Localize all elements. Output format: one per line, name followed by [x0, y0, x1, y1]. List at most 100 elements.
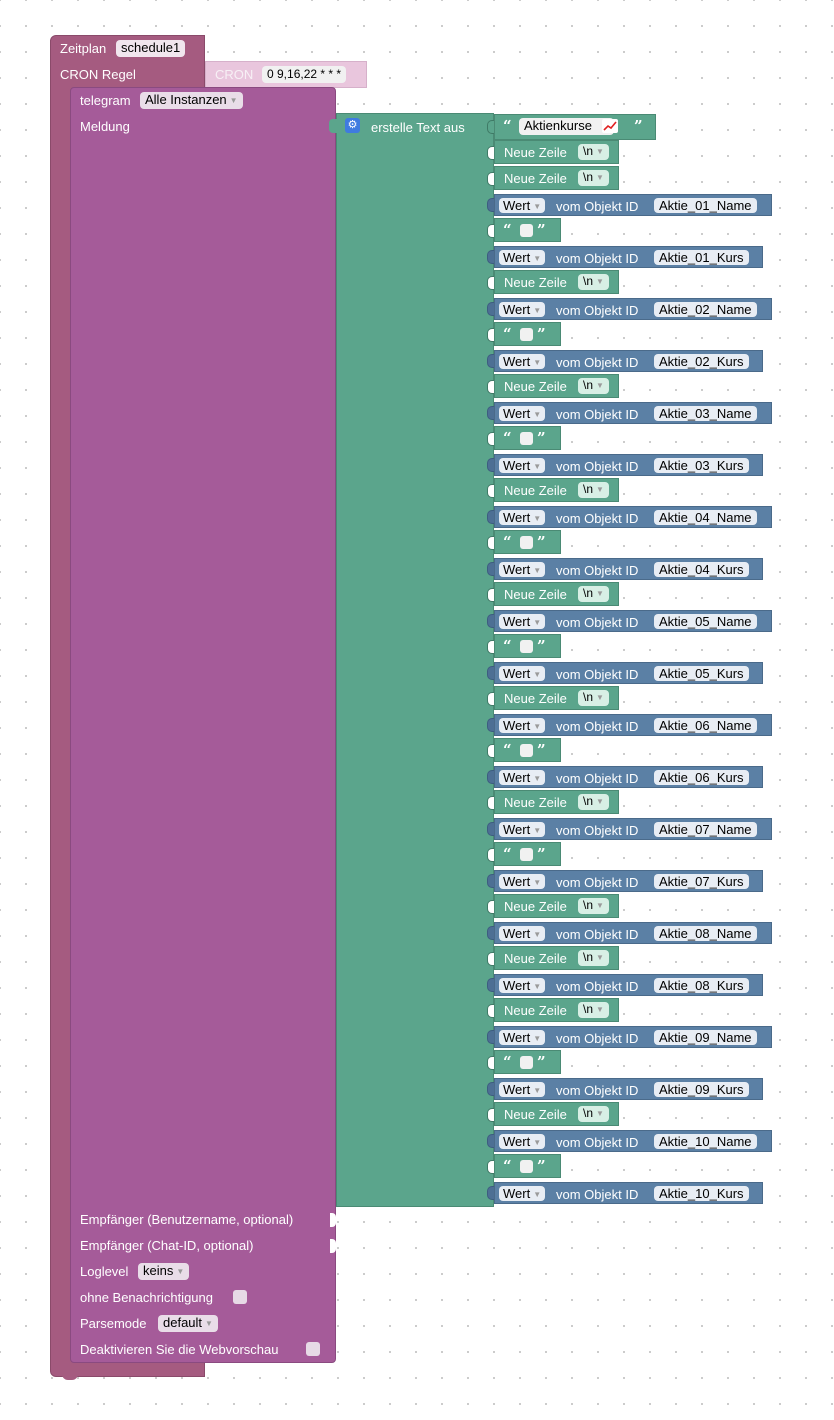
value-type-dropdown[interactable]: Wert ▼: [499, 1030, 546, 1045]
text-join-block[interactable]: [336, 113, 494, 1207]
newline-value: \n: [583, 950, 594, 964]
object-id-field[interactable]: Aktie_09_Kurs: [654, 1082, 749, 1097]
value-type-dropdown[interactable]: Wert ▼: [499, 510, 546, 525]
value-type-dropdown[interactable]: Wert ▼: [499, 666, 546, 681]
value-type-dropdown[interactable]: Wert ▼: [499, 198, 546, 213]
no-notification-checkbox[interactable]: [233, 1290, 247, 1304]
newline-dropdown[interactable]: \n ▼: [578, 274, 609, 290]
object-id-field[interactable]: Aktie_01_Kurs: [654, 250, 749, 265]
object-id-field[interactable]: Aktie_03_Name: [654, 406, 757, 421]
loglevel-dropdown[interactable]: keins ▼: [138, 1263, 190, 1280]
value-type-dropdown[interactable]: Wert ▼: [499, 250, 546, 265]
value-type-dropdown[interactable]: Wert ▼: [499, 458, 546, 473]
object-id-field[interactable]: Aktie_07_Kurs: [654, 874, 749, 889]
empty-text-field[interactable]: [520, 328, 533, 341]
newline-dropdown[interactable]: \n ▼: [578, 170, 609, 186]
newline-dropdown[interactable]: \n ▼: [578, 1106, 609, 1122]
value-type-value: Wert: [503, 614, 531, 629]
block-connector-tab: [487, 510, 494, 524]
dropdown-arrow-icon: ▼: [229, 96, 238, 105]
value-type-dropdown[interactable]: Wert ▼: [499, 926, 546, 941]
newline-dropdown[interactable]: \n ▼: [578, 144, 609, 160]
empty-text-field[interactable]: [520, 536, 533, 549]
object-id-field[interactable]: Aktie_10_Kurs: [654, 1186, 749, 1201]
header-text-field[interactable]: Aktienkurse: [519, 118, 614, 135]
empty-text-field[interactable]: [520, 744, 533, 757]
object-id-field[interactable]: Aktie_06_Kurs: [654, 770, 749, 785]
object-id-field[interactable]: Aktie_10_Name: [654, 1134, 757, 1149]
close-quote-icon: ”: [537, 221, 546, 239]
from-object-label: vom Objekt ID: [556, 407, 639, 422]
object-id-field[interactable]: Aktie_04_Kurs: [654, 562, 749, 577]
dropdown-arrow-icon: ▼: [533, 410, 542, 419]
schedule-name-field[interactable]: schedule1: [116, 40, 186, 57]
from-object-label: vom Objekt ID: [556, 303, 639, 318]
value-type-dropdown[interactable]: Wert ▼: [499, 978, 546, 993]
value-type-dropdown[interactable]: Wert ▼: [499, 614, 546, 629]
value-type-dropdown[interactable]: Wert ▼: [499, 1186, 546, 1201]
object-id-field[interactable]: Aktie_08_Name: [654, 926, 757, 941]
object-id-field[interactable]: Aktie_06_Name: [654, 718, 757, 733]
dropdown-arrow-icon: ▼: [596, 381, 604, 390]
dropdown-arrow-icon: ▼: [533, 774, 542, 783]
value-type-dropdown[interactable]: Wert ▼: [499, 874, 546, 889]
object-id-field[interactable]: Aktie_04_Name: [654, 510, 757, 525]
empty-text-field[interactable]: [520, 640, 533, 653]
gear-icon[interactable]: ⚙: [345, 118, 360, 133]
object-id-field[interactable]: Aktie_09_Name: [654, 1030, 757, 1045]
empty-text-block[interactable]: [494, 842, 561, 866]
dropdown-arrow-icon: ▼: [533, 566, 542, 575]
block-connector-tab: [487, 1186, 494, 1200]
value-type-dropdown[interactable]: Wert ▼: [499, 822, 546, 837]
value-type-dropdown[interactable]: Wert ▼: [499, 718, 546, 733]
newline-dropdown[interactable]: \n ▼: [578, 690, 609, 706]
object-id-field[interactable]: Aktie_05_Name: [654, 614, 757, 629]
cron-value-field[interactable]: 0 9,16,22 * * *: [262, 66, 347, 83]
empty-text-field[interactable]: [520, 1056, 533, 1069]
newline-dropdown[interactable]: \n ▼: [578, 586, 609, 602]
newline-value: \n: [583, 1106, 594, 1120]
value-type-dropdown[interactable]: Wert ▼: [499, 302, 546, 317]
value-type-dropdown[interactable]: Wert ▼: [499, 1134, 546, 1149]
value-type-dropdown[interactable]: Wert ▼: [499, 1082, 546, 1097]
object-id-field[interactable]: Aktie_05_Kurs: [654, 666, 749, 681]
empty-text-field[interactable]: [520, 432, 533, 445]
empty-text-field[interactable]: [520, 224, 533, 237]
close-quote-icon: ”: [537, 741, 546, 759]
block-connector-tab: [487, 484, 494, 498]
newline-dropdown[interactable]: \n ▼: [578, 794, 609, 810]
disable-preview-checkbox[interactable]: [306, 1342, 320, 1356]
parsemode-dropdown[interactable]: default ▼: [158, 1315, 218, 1332]
value-type-value: Wert: [503, 354, 531, 369]
object-id-field[interactable]: Aktie_01_Name: [654, 198, 757, 213]
newline-dropdown[interactable]: \n ▼: [578, 898, 609, 914]
object-id-field[interactable]: Aktie_08_Kurs: [654, 978, 749, 993]
object-id-field[interactable]: Aktie_07_Name: [654, 822, 757, 837]
newline-dropdown[interactable]: \n ▼: [578, 378, 609, 394]
telegram-block[interactable]: [70, 87, 336, 1363]
schedule-bottom-nub: [62, 1372, 78, 1380]
object-id-field[interactable]: Aktie_03_Kurs: [654, 458, 749, 473]
value-type-dropdown[interactable]: Wert ▼: [499, 354, 546, 369]
object-id-field[interactable]: Aktie_02_Kurs: [654, 354, 749, 369]
recipient-chat-input-socket[interactable]: [330, 1239, 336, 1253]
telegram-instance-dropdown[interactable]: Alle Instanzen ▼: [140, 92, 243, 109]
recipient-user-input-socket[interactable]: [330, 1213, 336, 1227]
from-object-label: vom Objekt ID: [556, 199, 639, 214]
object-id-field[interactable]: Aktie_02_Name: [654, 302, 757, 317]
dropdown-arrow-icon: ▼: [533, 202, 542, 211]
newline-dropdown[interactable]: \n ▼: [578, 1002, 609, 1018]
value-type-dropdown[interactable]: Wert ▼: [499, 770, 546, 785]
open-quote-icon: “: [503, 741, 512, 759]
dropdown-arrow-icon: ▼: [176, 1267, 185, 1276]
newline-dropdown[interactable]: \n ▼: [578, 950, 609, 966]
empty-text-field[interactable]: [520, 848, 533, 861]
dropdown-arrow-icon: ▼: [533, 514, 542, 523]
block-connector-tab: [487, 536, 494, 550]
value-type-dropdown[interactable]: Wert ▼: [499, 562, 546, 577]
value-type-dropdown[interactable]: Wert ▼: [499, 406, 546, 421]
value-type-value: Wert: [503, 1186, 531, 1201]
from-object-label: vom Objekt ID: [556, 771, 639, 786]
empty-text-field[interactable]: [520, 1160, 533, 1173]
newline-dropdown[interactable]: \n ▼: [578, 482, 609, 498]
